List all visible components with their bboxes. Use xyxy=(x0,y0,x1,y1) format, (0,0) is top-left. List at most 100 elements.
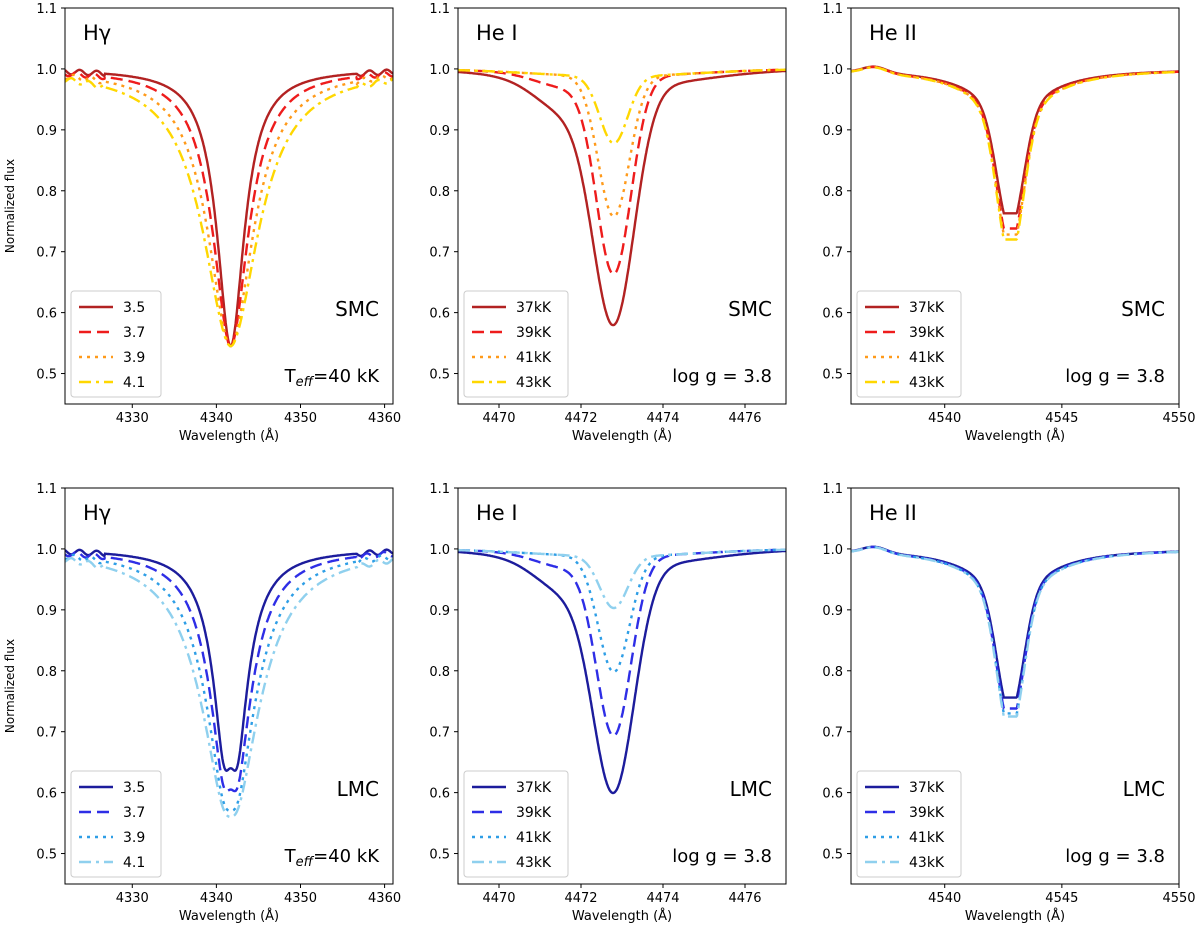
y-tick-label: 0.7 xyxy=(822,246,843,261)
panel-title: He I xyxy=(476,501,518,525)
legend-label: 43kK xyxy=(909,375,945,391)
y-tick-label: 0.5 xyxy=(429,368,450,383)
x-tick-label: 4476 xyxy=(728,891,761,906)
series-line-dashdot xyxy=(65,76,393,348)
region-label: LMC xyxy=(1123,777,1165,801)
y-tick-label: 0.5 xyxy=(429,848,450,863)
series-line-dotted xyxy=(458,548,786,674)
legend-label: 37kK xyxy=(909,780,945,796)
x-tick-label: 4550 xyxy=(1162,891,1195,906)
y-tick-label: 1.1 xyxy=(822,2,843,17)
plot-frame xyxy=(64,7,394,405)
plot-frame xyxy=(64,487,394,885)
y-tick-label: 0.5 xyxy=(822,848,843,863)
legend-box xyxy=(70,290,162,398)
x-tick-label: 4350 xyxy=(284,411,317,426)
panel-smc-3: 0.5 0.6 0.7 0.8 0.9 1.0 1.1 4540 4545 4550 Wavelen… xyxy=(822,2,1195,444)
y-tick-label: 1.1 xyxy=(429,482,450,497)
x-tick-label: 4474 xyxy=(646,411,679,426)
y-tick-label: 0.7 xyxy=(36,726,57,741)
legend-label: 39kK xyxy=(909,325,945,341)
x-tick-label: 4470 xyxy=(482,891,515,906)
parameter-label: log g = 3.8 xyxy=(672,366,772,387)
y-tick-label: 0.9 xyxy=(429,604,450,619)
y-tick-label: 0.6 xyxy=(822,307,843,322)
series-line-dashdot xyxy=(458,68,786,145)
y-tick-label: 0.8 xyxy=(36,185,57,200)
panel-lmc-1: 0.5 0.6 0.7 0.8 0.9 1.0 1.1 4330 4340 4350 4360 Wav… xyxy=(3,482,401,924)
y-tick-label: 1.0 xyxy=(36,543,57,558)
x-tick-label: 4545 xyxy=(1045,891,1078,906)
legend-label: 43kK xyxy=(516,855,552,871)
x-tick-label: 4472 xyxy=(564,891,597,906)
series-group xyxy=(458,548,786,795)
y-tick-label: 0.8 xyxy=(822,665,843,680)
x-tick-label: 4472 xyxy=(564,411,597,426)
y-tick-label: 0.8 xyxy=(429,665,450,680)
series-line-solid xyxy=(458,69,786,327)
panels: 0.5 0.6 0.7 0.8 0.9 1.0 1.1 4330 4340 4350 4360 Wav… xyxy=(3,2,1196,924)
panel-title: He II xyxy=(869,21,917,45)
y-tick-label: 0.8 xyxy=(429,185,450,200)
y-tick-label: 0.7 xyxy=(822,726,843,741)
x-axis-label: Wavelength (Å) xyxy=(179,428,279,444)
y-tick-label: 1.1 xyxy=(36,482,57,497)
legend-label: 37kK xyxy=(516,300,552,316)
series-line-dashed xyxy=(65,550,393,793)
legend-box xyxy=(70,770,162,878)
x-tick-label: 4330 xyxy=(116,411,149,426)
region-label: SMC xyxy=(1121,297,1165,321)
parameter-label: Teff=40 kK xyxy=(284,846,381,870)
legend-box xyxy=(856,770,962,878)
series-line-dotted xyxy=(851,65,1179,236)
legend-label: 3.7 xyxy=(123,325,145,341)
region-label: SMC xyxy=(728,297,772,321)
series-line-dashed xyxy=(458,548,786,737)
x-tick-label: 4470 xyxy=(482,411,515,426)
legend-label: 3.5 xyxy=(123,780,145,796)
series-line-solid xyxy=(65,548,393,772)
y-tick-label: 1.1 xyxy=(822,482,843,497)
legend-label: 41kK xyxy=(516,830,552,846)
x-tick-label: 4360 xyxy=(368,891,401,906)
y-tick-label: 0.9 xyxy=(822,604,843,619)
series-line-dashdot xyxy=(851,546,1179,718)
series-group xyxy=(851,65,1179,241)
x-tick-label: 4350 xyxy=(284,891,317,906)
panel-lmc-2: 0.5 0.6 0.7 0.8 0.9 1.0 1.1 4470 4472 4474 4476 Wav… xyxy=(429,482,787,924)
y-axis-label: Normalized flux xyxy=(3,159,17,253)
y-tick-label: 1.1 xyxy=(429,2,450,17)
series-line-dashed xyxy=(65,70,393,348)
series-line-dotted xyxy=(65,553,393,813)
series-line-dashdot xyxy=(851,66,1179,241)
legend-label: 4.1 xyxy=(123,855,145,871)
x-tick-label: 4340 xyxy=(200,891,233,906)
y-tick-label: 0.6 xyxy=(36,787,57,802)
x-tick-label: 4540 xyxy=(928,411,961,426)
y-tick-label: 1.0 xyxy=(822,63,843,78)
y-tick-label: 1.0 xyxy=(429,543,450,558)
panel-title: Hγ xyxy=(83,21,111,45)
y-tick-label: 0.9 xyxy=(429,124,450,139)
y-tick-label: 0.6 xyxy=(429,307,450,322)
legend-label: 41kK xyxy=(909,350,945,366)
legend-label: 37kK xyxy=(516,780,552,796)
series-line-dotted xyxy=(851,546,1179,715)
x-tick-label: 4474 xyxy=(646,891,679,906)
series-line-solid xyxy=(851,545,1179,699)
y-tick-label: 0.6 xyxy=(822,787,843,802)
series-group xyxy=(65,548,393,819)
y-tick-label: 1.0 xyxy=(822,543,843,558)
x-axis-label: Wavelength (Å) xyxy=(965,908,1065,924)
series-group xyxy=(458,68,786,327)
y-tick-label: 0.8 xyxy=(822,185,843,200)
x-tick-label: 4476 xyxy=(728,411,761,426)
parameter-label: log g = 3.8 xyxy=(1065,846,1165,867)
parameter-label: log g = 3.8 xyxy=(1065,366,1165,387)
series-line-solid xyxy=(851,65,1179,215)
y-tick-label: 1.1 xyxy=(36,2,57,17)
legend-label: 3.9 xyxy=(123,830,145,846)
y-tick-label: 0.6 xyxy=(429,787,450,802)
series-line-solid xyxy=(458,549,786,795)
